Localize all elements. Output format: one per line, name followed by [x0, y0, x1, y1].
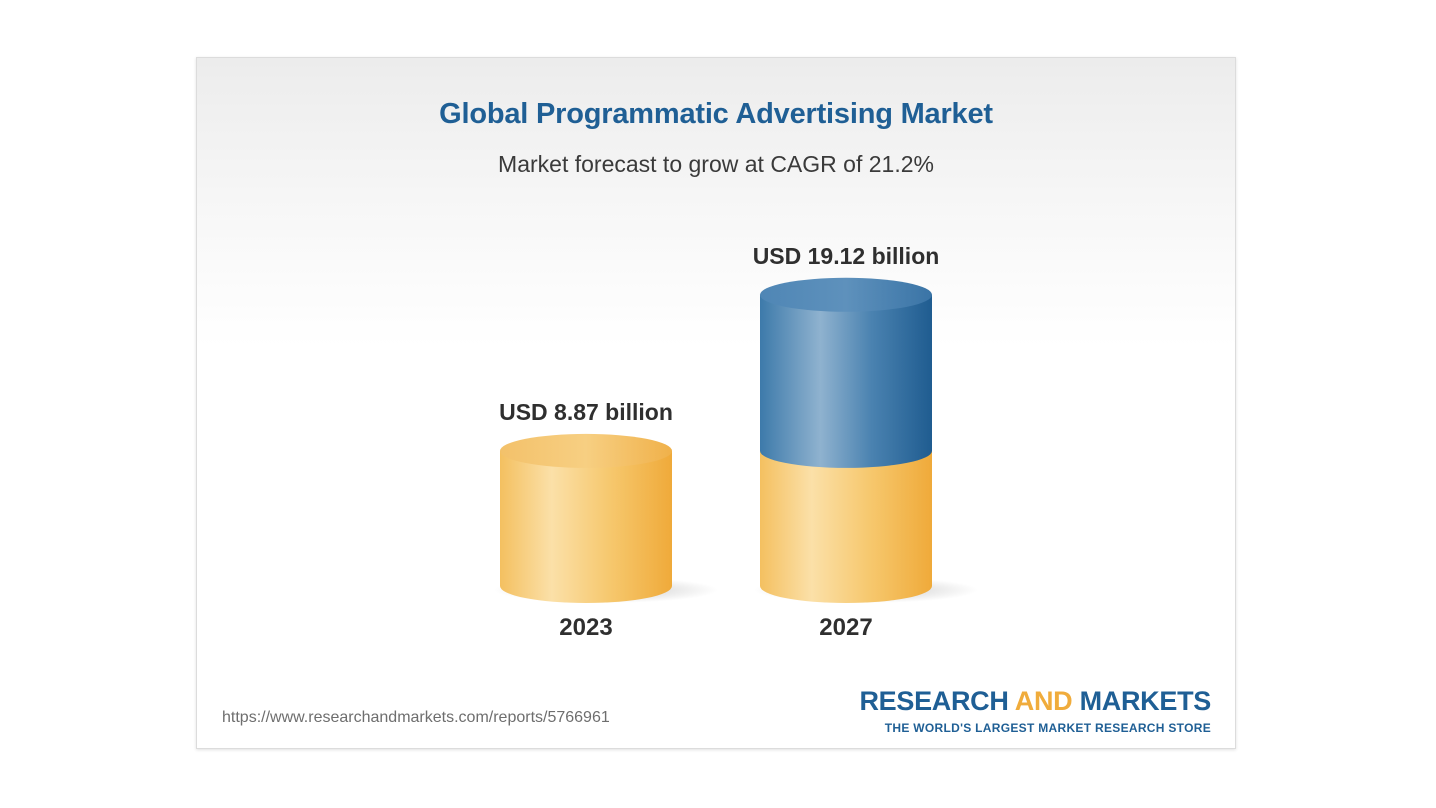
bar-base-segment-2027	[760, 450, 932, 603]
bar-growth-segment-2027	[760, 294, 932, 468]
category-label-2027: 2027	[819, 614, 872, 641]
brand-name: RESEARCH AND MARKETS	[859, 686, 1211, 716]
chart-subtitle: Market forecast to grow at CAGR of 21.2%	[498, 151, 934, 177]
data-label-2027: USD 19.12 billion	[753, 243, 940, 269]
bar-2023	[500, 450, 672, 603]
bar-top-2027	[760, 277, 932, 312]
data-label-2023: USD 8.87 billion	[499, 399, 673, 425]
brand-tagline: THE WORLD'S LARGEST MARKET RESEARCH STOR…	[884, 721, 1211, 735]
bar-plot: USD 8.87 billion 2023 USD 19.12 billion 202…	[494, 243, 978, 641]
chart-card: Global Programmatic Advertising Market M…	[196, 57, 1236, 749]
category-label-2023: 2023	[559, 614, 612, 641]
source-url[interactable]: https://www.researchandmarkets.com/repor…	[222, 709, 610, 726]
bar-top-2023	[500, 433, 672, 468]
chart-title: Global Programmatic Advertising Market	[439, 98, 993, 130]
brand-logo: RESEARCH AND MARKETS THE WORLD'S LARGEST…	[859, 686, 1211, 735]
